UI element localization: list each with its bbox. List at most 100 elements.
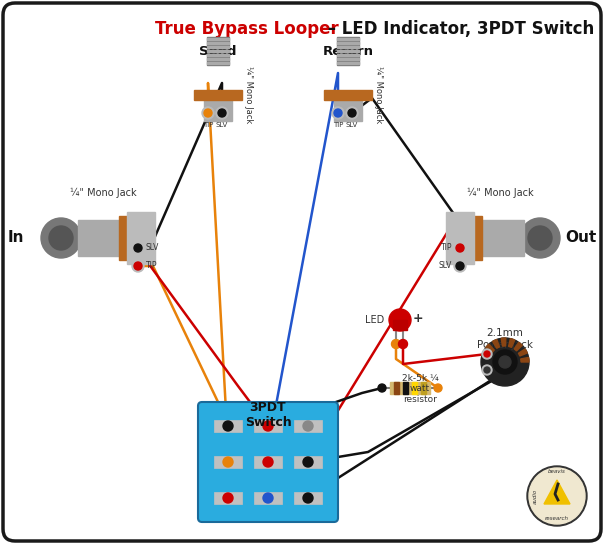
Text: Out: Out bbox=[565, 231, 596, 245]
Bar bbox=[337, 38, 359, 40]
Bar bbox=[478, 220, 524, 256]
Bar bbox=[446, 212, 474, 264]
Circle shape bbox=[399, 339, 408, 349]
Circle shape bbox=[132, 260, 144, 272]
Bar bbox=[207, 46, 229, 48]
Circle shape bbox=[263, 457, 273, 467]
Text: SLV: SLV bbox=[146, 244, 159, 252]
Bar bbox=[207, 37, 229, 65]
Circle shape bbox=[520, 218, 560, 258]
Circle shape bbox=[482, 349, 492, 359]
Text: TIP: TIP bbox=[333, 122, 343, 128]
Text: SLV: SLV bbox=[216, 122, 228, 128]
Text: LED: LED bbox=[365, 315, 384, 325]
Bar bbox=[207, 50, 229, 52]
Text: True Bypass Looper: True Bypass Looper bbox=[155, 20, 339, 38]
FancyBboxPatch shape bbox=[198, 402, 338, 522]
Bar bbox=[472, 216, 482, 260]
Bar bbox=[78, 220, 124, 256]
Wedge shape bbox=[514, 342, 522, 351]
Text: 2.1mm
Power Jack: 2.1mm Power Jack bbox=[477, 328, 533, 350]
Circle shape bbox=[493, 350, 517, 374]
Circle shape bbox=[456, 244, 464, 252]
Bar bbox=[254, 420, 282, 432]
Bar bbox=[294, 492, 322, 504]
Bar bbox=[337, 37, 359, 65]
Text: 2k-5k ¼
watt
resistor: 2k-5k ¼ watt resistor bbox=[402, 374, 439, 404]
Bar bbox=[207, 62, 229, 64]
Circle shape bbox=[334, 109, 342, 117]
Circle shape bbox=[434, 384, 442, 392]
Circle shape bbox=[263, 493, 273, 503]
Circle shape bbox=[134, 262, 142, 270]
Bar bbox=[337, 46, 359, 48]
Bar bbox=[207, 42, 229, 44]
Wedge shape bbox=[482, 351, 490, 358]
Wedge shape bbox=[493, 339, 500, 348]
Bar bbox=[294, 456, 322, 468]
Circle shape bbox=[263, 421, 273, 431]
Bar bbox=[337, 58, 359, 60]
Bar bbox=[393, 320, 407, 330]
Bar bbox=[127, 212, 155, 264]
Text: Send: Send bbox=[199, 45, 237, 58]
Bar bbox=[254, 456, 282, 468]
Text: – LED Indicator, 3PDT Switch: – LED Indicator, 3PDT Switch bbox=[322, 20, 594, 38]
Circle shape bbox=[303, 493, 313, 503]
Text: +: + bbox=[413, 312, 423, 325]
Bar bbox=[337, 50, 359, 52]
Bar bbox=[204, 91, 232, 121]
Bar bbox=[412, 382, 417, 394]
Text: ¼" Mono Jack: ¼" Mono Jack bbox=[467, 188, 533, 198]
Circle shape bbox=[484, 367, 490, 373]
Text: ¼" Mono Jack: ¼" Mono Jack bbox=[69, 188, 137, 198]
Circle shape bbox=[218, 109, 226, 117]
Polygon shape bbox=[544, 480, 570, 504]
Bar bbox=[324, 90, 372, 100]
Bar bbox=[207, 58, 229, 60]
Circle shape bbox=[348, 109, 356, 117]
Text: 3PDT
Switch: 3PDT Switch bbox=[245, 401, 291, 429]
Wedge shape bbox=[501, 338, 506, 346]
Bar bbox=[119, 216, 129, 260]
Text: beavis: beavis bbox=[548, 469, 566, 474]
Bar bbox=[294, 420, 322, 432]
Circle shape bbox=[202, 107, 214, 119]
Circle shape bbox=[378, 384, 386, 392]
Circle shape bbox=[482, 365, 492, 375]
Text: TIP: TIP bbox=[440, 244, 452, 252]
Circle shape bbox=[134, 244, 142, 252]
Circle shape bbox=[391, 339, 400, 349]
Bar bbox=[403, 382, 408, 394]
Bar bbox=[390, 382, 430, 394]
Bar bbox=[337, 54, 359, 56]
Bar bbox=[214, 492, 242, 504]
Text: SLV: SLV bbox=[346, 122, 358, 128]
Bar bbox=[337, 62, 359, 64]
Wedge shape bbox=[518, 349, 527, 356]
Circle shape bbox=[528, 226, 552, 250]
Text: TIP: TIP bbox=[146, 262, 158, 270]
Text: SLV: SLV bbox=[439, 262, 452, 270]
Circle shape bbox=[481, 338, 529, 386]
Circle shape bbox=[456, 262, 464, 270]
Text: In: In bbox=[8, 231, 25, 245]
Circle shape bbox=[223, 457, 233, 467]
Bar bbox=[394, 382, 399, 394]
Bar bbox=[337, 42, 359, 44]
Text: Return: Return bbox=[323, 45, 373, 58]
Text: research: research bbox=[545, 516, 569, 521]
Circle shape bbox=[332, 107, 344, 119]
Wedge shape bbox=[509, 338, 515, 348]
Circle shape bbox=[216, 107, 228, 119]
Bar bbox=[214, 420, 242, 432]
FancyBboxPatch shape bbox=[3, 3, 601, 541]
Bar bbox=[214, 456, 242, 468]
Bar bbox=[254, 492, 282, 504]
Circle shape bbox=[303, 421, 313, 431]
Text: TIP: TIP bbox=[203, 122, 213, 128]
Bar bbox=[421, 382, 426, 394]
Circle shape bbox=[223, 493, 233, 503]
Circle shape bbox=[204, 109, 212, 117]
Circle shape bbox=[389, 309, 411, 331]
